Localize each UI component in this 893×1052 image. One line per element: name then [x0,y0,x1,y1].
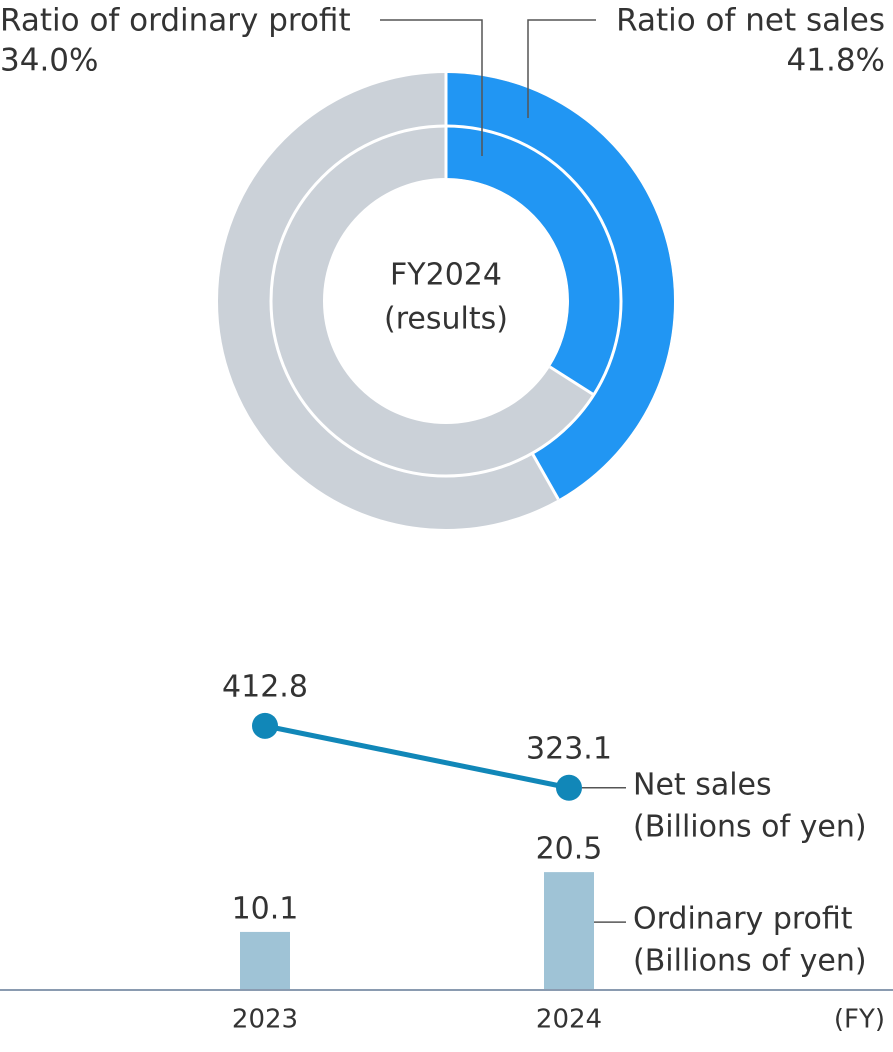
legend-label: Ratio of ordinary profit [0,3,351,39]
line [264,723,570,791]
ring-segment [446,127,621,395]
legend-label: Ordinary profit [633,902,853,937]
legend-unit: (Billions of yen) [633,809,867,844]
legend-unit: (Billions of yen) [633,944,867,979]
separator [531,453,560,501]
bar [240,931,290,990]
point [252,712,278,739]
legend-label: Net sales [633,767,772,802]
value-label: 20.5 [536,832,603,867]
separator [549,365,594,396]
ring-segment [446,73,675,500]
value-label: 412.8 [222,669,308,704]
value-label: 34.0% [0,43,98,79]
value-label: 323.1 [526,731,612,766]
legend-label: Ratio of net sales [616,3,885,39]
center-label: FY2024 [390,258,502,293]
value-label: 10.1 [232,891,299,926]
leader-line [380,19,483,156]
x-axis-label: (FY) [834,1005,885,1035]
leader-line [527,19,596,118]
center-label: (results) [384,302,508,337]
bar [544,872,594,990]
x-tick-label: 2023 [232,1005,298,1035]
point [556,774,582,801]
value-label: 41.8% [787,43,885,79]
x-tick-label: 2024 [536,1005,602,1035]
ring-gap [269,124,623,478]
